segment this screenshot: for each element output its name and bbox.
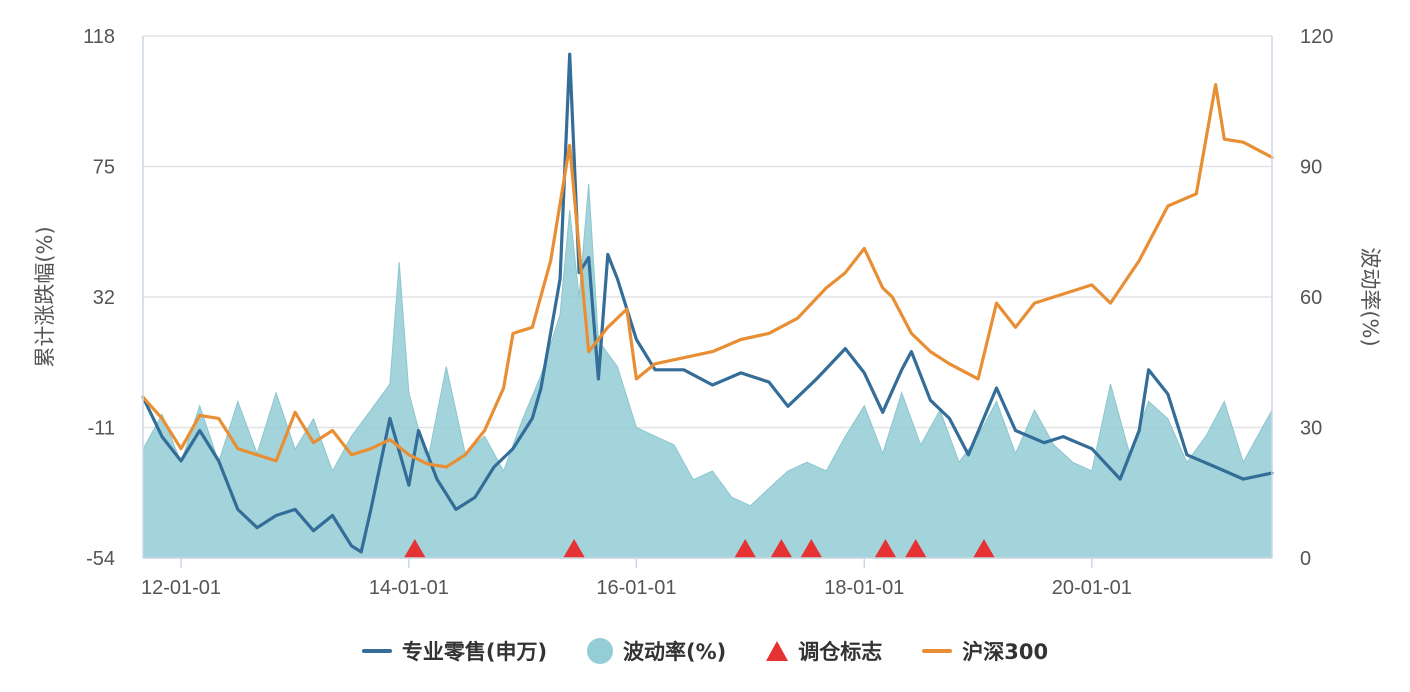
rebalance-marker — [563, 539, 586, 558]
legend-item-rebalance[interactable]: 调仓标志 — [766, 636, 882, 666]
x-tick-label: 20-01-01 — [1052, 577, 1132, 599]
legend-item-industry[interactable]: 专业零售(申万) — [361, 636, 548, 666]
y-left-tick-label: 118 — [83, 26, 115, 48]
rebalance-marker — [972, 539, 995, 558]
rebalance-marker — [800, 539, 823, 558]
rebalance-marker — [904, 539, 927, 558]
line-series-layer — [141, 52, 1274, 554]
left-axis-title: 累计涨跌幅(%) — [33, 226, 57, 367]
legend-label: 沪深300 — [962, 640, 1049, 664]
legend-label: 专业零售(申万) — [401, 640, 548, 664]
y-right-tick-label: 60 — [1300, 287, 1322, 309]
volatility-area — [142, 183, 1273, 559]
x-tick-label: 16-01-01 — [596, 577, 676, 599]
x-tick-label: 12-01-01 — [141, 577, 221, 599]
legend-item-volatility[interactable]: 波动率(%) — [587, 636, 726, 666]
circle-swatch-icon — [587, 638, 614, 664]
rebalance-marker — [770, 539, 793, 558]
rebalance-markers-layer — [403, 539, 995, 558]
industry-line — [141, 52, 1274, 554]
triangle-swatch-icon — [766, 641, 789, 661]
legend-item-csi300[interactable]: 沪深300 — [922, 636, 1048, 666]
y-left-tick-label: 32 — [93, 287, 115, 309]
y-right-tick-label: 90 — [1300, 157, 1322, 179]
y-left-tick-label: 75 — [93, 157, 115, 179]
legend-label: 波动率(%) — [623, 640, 727, 664]
legend: 专业零售(申万) 波动率(%) 调仓标志 沪深300 — [0, 636, 1410, 666]
x-tick-label: 14-01-01 — [369, 577, 449, 599]
right-axis-title: 波动率(%) — [1358, 247, 1382, 346]
y-left-tick-label: -54 — [86, 548, 115, 570]
csi300-line — [141, 82, 1274, 469]
rebalance-marker — [403, 539, 426, 558]
line-swatch-icon — [361, 649, 392, 653]
y-right-tick-label: 30 — [1300, 418, 1322, 440]
y-right-tick-label: 120 — [1300, 26, 1333, 48]
rebalance-marker — [734, 539, 757, 558]
volatility-area-layer — [142, 183, 1273, 559]
legend-label: 调仓标志 — [798, 640, 883, 664]
x-tick-label: 18-01-01 — [824, 577, 904, 599]
axes-layer: 118 75 32 -11 -54 120 90 60 30 0 12-01-01 14-01-01 1… — [83, 26, 1333, 599]
rebalance-marker — [874, 539, 897, 558]
y-left-tick-label: -11 — [88, 418, 115, 440]
line-swatch-icon — [922, 649, 953, 653]
y-right-tick-label: 0 — [1300, 548, 1311, 570]
